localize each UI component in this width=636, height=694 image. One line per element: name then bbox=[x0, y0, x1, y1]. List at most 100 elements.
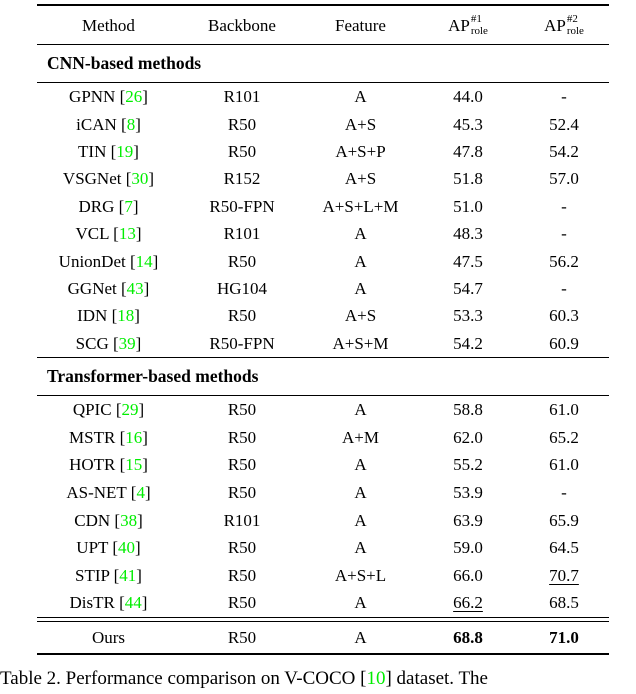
backbone-value: R50 bbox=[227, 538, 257, 558]
caption-citation-link[interactable]: 10 bbox=[366, 668, 386, 689]
ap2-cell: 65.9 bbox=[519, 512, 609, 529]
method-cell: DRG [7] bbox=[37, 198, 180, 215]
backbone-value: R50 bbox=[227, 627, 257, 647]
citation-bracket-open: [ bbox=[119, 87, 126, 107]
ap2-cell: - bbox=[519, 88, 609, 105]
ours-row: Ours R50 A 68.8 71.0 bbox=[37, 622, 609, 653]
ap1-value: 63.9 bbox=[453, 510, 483, 530]
backbone-value: R50 bbox=[227, 565, 257, 585]
ap1-cell: 63.9 bbox=[417, 512, 519, 529]
ap2-value: 56.2 bbox=[549, 251, 579, 271]
backbone-cell: R101 bbox=[180, 225, 304, 242]
backbone-cell: R50 bbox=[180, 456, 304, 473]
ap1-value: 45.3 bbox=[453, 114, 483, 134]
feature-value: A bbox=[354, 400, 367, 420]
citation-bracket-close: ] bbox=[135, 333, 142, 353]
citation-link[interactable]: 38 bbox=[120, 510, 138, 530]
header-bottom-rule bbox=[37, 44, 609, 45]
ap-label: AP bbox=[544, 15, 566, 35]
table-row: UPT [40] R50 A 59.0 64.5 bbox=[37, 534, 609, 562]
backbone-cell: R50 bbox=[180, 484, 304, 501]
column-header-method: Method bbox=[37, 17, 180, 34]
backbone-cell: R50-FPN bbox=[180, 198, 304, 215]
ap2-cell: - bbox=[519, 198, 609, 215]
ap2-cell: 71.0 bbox=[519, 629, 609, 646]
backbone-cell: R50 bbox=[180, 594, 304, 611]
citation-link[interactable]: 8 bbox=[126, 114, 136, 134]
citation-bracket-close: ] bbox=[135, 114, 141, 134]
citation-link[interactable]: 29 bbox=[121, 400, 139, 420]
ap2-value: - bbox=[561, 482, 567, 502]
method-name: DRG bbox=[78, 196, 115, 216]
method-cell: GGNet [43] bbox=[37, 280, 180, 297]
ap2-value: - bbox=[561, 196, 567, 216]
citation-bracket-close: ] bbox=[137, 510, 143, 530]
citation-link[interactable]: 15 bbox=[125, 455, 143, 475]
section-header: CNN-based methods bbox=[47, 53, 202, 73]
citation-link[interactable]: 13 bbox=[118, 224, 136, 244]
citation-bracket-close: ] bbox=[138, 400, 145, 420]
citation-bracket-open: [ bbox=[113, 565, 120, 585]
citation-link[interactable]: 40 bbox=[118, 538, 136, 558]
citation-bracket-close: ] bbox=[143, 278, 150, 298]
method-cell: AS-NET [4] bbox=[37, 484, 180, 501]
ap1-value: 54.7 bbox=[453, 278, 483, 298]
ap1-value: 59.0 bbox=[453, 538, 483, 558]
citation-link[interactable]: 7 bbox=[124, 196, 133, 216]
method-cell: VCL [13] bbox=[37, 225, 180, 242]
citation-link[interactable]: 4 bbox=[136, 482, 145, 502]
caption-bracket-open: [ bbox=[360, 668, 367, 689]
feature-cell: A+S bbox=[304, 307, 417, 324]
ap2-value: 60.9 bbox=[549, 333, 579, 353]
method-cell: QPIC [29] bbox=[37, 401, 180, 418]
ap1-cell: 45.3 bbox=[417, 116, 519, 133]
ap1-value: 51.0 bbox=[453, 196, 483, 216]
citation-link[interactable]: 16 bbox=[125, 427, 143, 447]
backbone-cell: R50 bbox=[180, 143, 304, 160]
feature-cell: A bbox=[304, 594, 417, 611]
ap2-value: 64.5 bbox=[549, 538, 579, 558]
ap2-value: - bbox=[561, 87, 567, 107]
citation-bracket-open: [ bbox=[112, 538, 119, 558]
citation-bracket-close: ] bbox=[136, 565, 142, 585]
feature-cell: A+S+P bbox=[304, 143, 417, 160]
method-cell: SCG [39] bbox=[37, 335, 180, 352]
feature-value: A+S+M bbox=[332, 333, 389, 353]
ap1-value: 53.9 bbox=[453, 482, 483, 502]
citation-link[interactable]: 26 bbox=[125, 87, 143, 107]
feature-value: A bbox=[354, 510, 367, 530]
ap1-value: 51.8 bbox=[453, 169, 483, 189]
feature-cell: A bbox=[304, 484, 417, 501]
ap2-cell: 70.7 bbox=[519, 567, 609, 584]
ap1-cell: 59.0 bbox=[417, 539, 519, 556]
feature-cell: A bbox=[304, 629, 417, 646]
citation-link[interactable]: 30 bbox=[131, 169, 149, 189]
ap2-cell: 52.4 bbox=[519, 116, 609, 133]
section-header-rule bbox=[37, 394, 609, 396]
table-row: MSTR [16] R50 A+M 62.0 65.2 bbox=[37, 424, 609, 452]
ap-subscript: role bbox=[566, 25, 584, 37]
citation-link[interactable]: 39 bbox=[118, 333, 136, 353]
citation-link[interactable]: 19 bbox=[116, 141, 134, 161]
feature-value: A bbox=[354, 87, 367, 107]
table-header-row: Method Backbone Feature AP #1 role AP #2 role bbox=[37, 6, 609, 44]
citation-link[interactable]: 14 bbox=[135, 251, 153, 271]
ap2-value: 54.2 bbox=[549, 141, 579, 161]
table-row: iCAN [8] R50 A+S 45.3 52.4 bbox=[37, 110, 609, 137]
citation-link[interactable]: 41 bbox=[119, 565, 137, 585]
ap2-cell: 61.0 bbox=[519, 401, 609, 418]
feature-value: A bbox=[354, 455, 367, 475]
table-caption: Table 2. Performance comparison on V-COC… bbox=[0, 667, 636, 691]
citation-link[interactable]: 18 bbox=[117, 306, 135, 326]
method-name: QPIC bbox=[72, 400, 112, 420]
method-name: VCL bbox=[75, 224, 109, 244]
caption-text: Table 2. Performance comparison on V-COC… bbox=[0, 668, 361, 689]
feature-cell: A+S+L+M bbox=[304, 198, 417, 215]
citation-link[interactable]: 43 bbox=[126, 278, 144, 298]
ap2-cell: - bbox=[519, 280, 609, 297]
ap1-value: 44.0 bbox=[453, 87, 483, 107]
backbone-value: HG104 bbox=[216, 278, 268, 298]
citation-link[interactable]: 44 bbox=[124, 593, 142, 613]
ap2-value: 61.0 bbox=[549, 455, 579, 475]
